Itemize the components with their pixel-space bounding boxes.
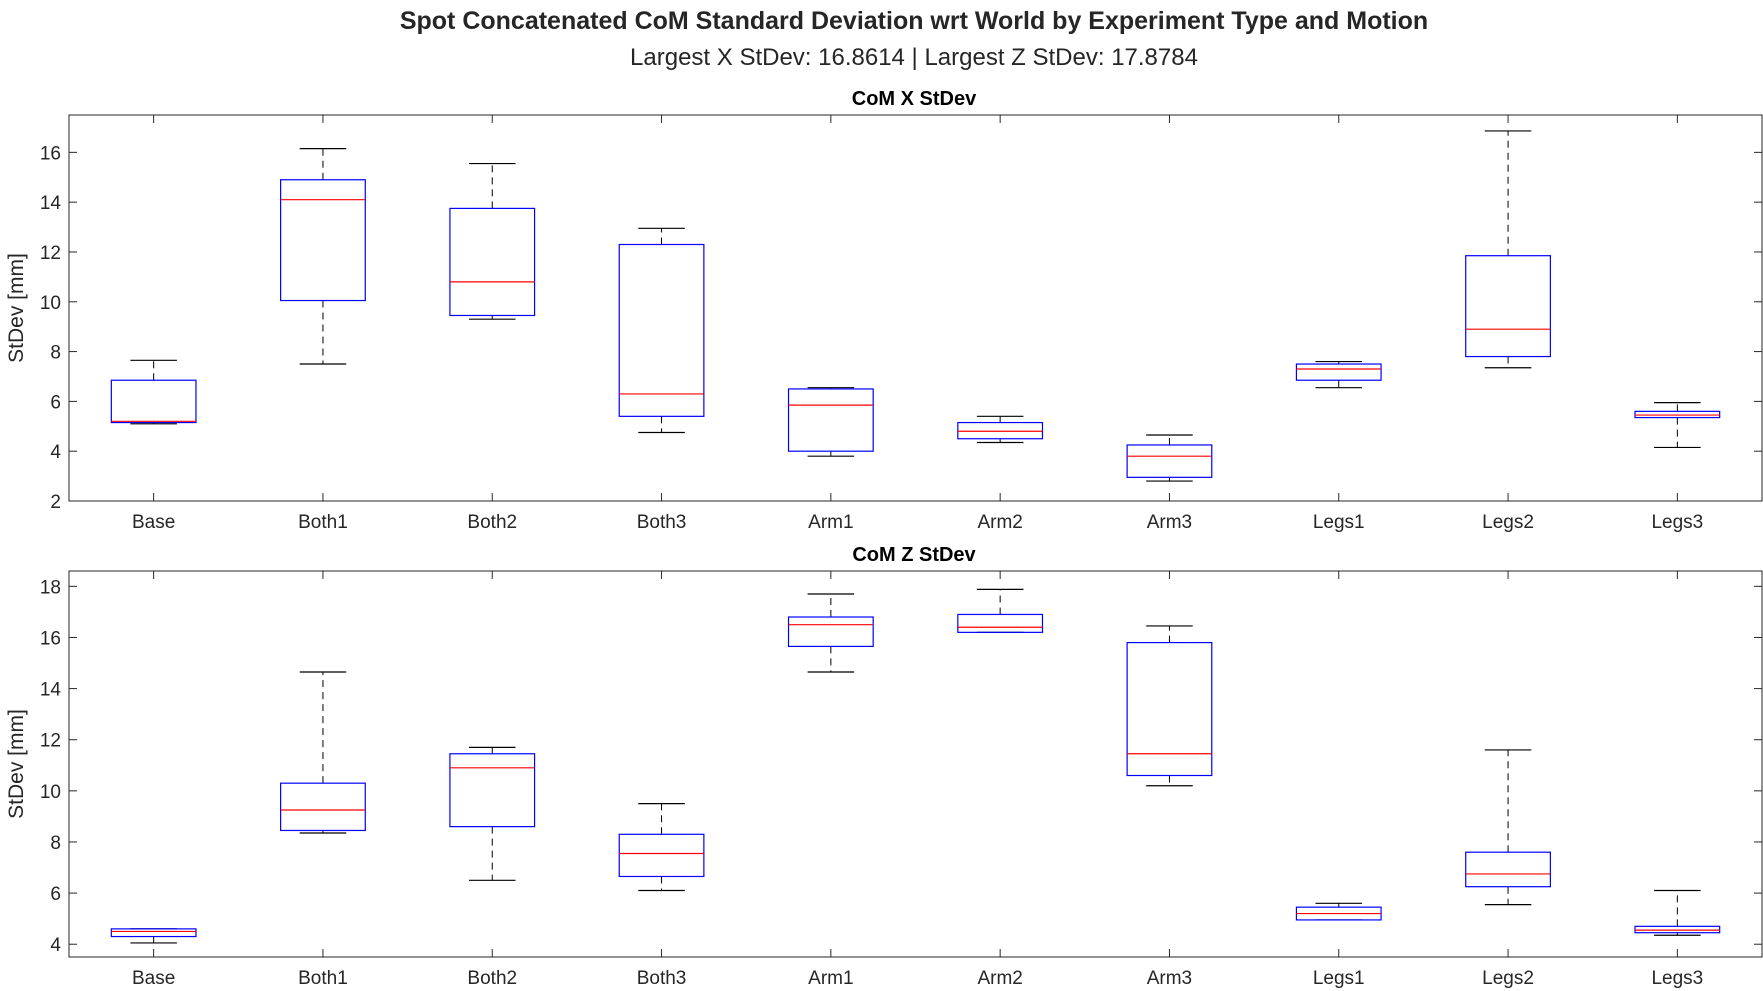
iqr-box <box>957 613 1044 633</box>
y-tick-label: 12 <box>40 731 61 752</box>
box-arm2 <box>957 415 1044 444</box>
box-both1 <box>280 671 366 834</box>
figure-subtitle: Largest X StDev: 16.8614 | Largest Z StD… <box>630 44 1198 71</box>
y-tick-label: 16 <box>40 143 61 164</box>
x-tick-label: Legs2 <box>1482 968 1534 989</box>
x-tick-label: Both2 <box>467 512 517 533</box>
x-tick-label: Arm2 <box>977 968 1022 989</box>
box-both2 <box>449 746 536 881</box>
iqr-box <box>1126 641 1213 777</box>
box-arm1 <box>787 387 874 457</box>
y-tick-label: 18 <box>40 577 61 598</box>
y-tick-label: 8 <box>50 343 61 364</box>
x-tick-label: Both1 <box>298 968 348 989</box>
box-both1 <box>280 148 366 365</box>
y-tick-label: 14 <box>40 680 62 701</box>
box-both2 <box>449 162 536 320</box>
com-z-stdev-panel: CoM Z StDev StDev [mm] 4 6 8 10 12 14 16 18 Base… <box>5 544 1763 989</box>
com-x-stdev-panel: CoM X StDev StDev [mm] 2 4 6 8 10 12 14 16 Base B… <box>5 88 1763 533</box>
x-tick-label: Legs2 <box>1482 512 1534 533</box>
y-axis-label: StDev [mm] <box>5 253 28 363</box>
iqr-box <box>110 928 197 938</box>
x-tick-label: Arm1 <box>808 968 853 989</box>
iqr-box <box>110 379 197 424</box>
iqr-box <box>449 753 536 828</box>
box-base <box>110 928 197 944</box>
x-tick-label: Legs3 <box>1651 968 1703 989</box>
plot-area <box>68 570 1763 958</box>
box-legs1 <box>1295 902 1382 921</box>
y-tick-label: 4 <box>50 442 61 463</box>
x-tick-label: Both1 <box>298 512 348 533</box>
x-tick-label: Arm2 <box>977 512 1022 533</box>
y-tick-label: 6 <box>50 884 61 905</box>
y-tick-label: 2 <box>50 492 61 513</box>
box-arm3 <box>1126 625 1213 787</box>
box-legs3 <box>1634 402 1721 449</box>
iqr-box <box>787 388 874 452</box>
box-arm2 <box>957 588 1044 633</box>
box-legs3 <box>1634 889 1721 936</box>
iqr-box <box>618 243 705 417</box>
box-legs2 <box>1465 749 1551 906</box>
panel-title: CoM X StDev <box>852 88 977 110</box>
x-tick-label: Legs3 <box>1651 512 1703 533</box>
x-tick-label: Legs1 <box>1313 512 1365 533</box>
iqr-box <box>280 179 366 302</box>
box-base <box>110 359 197 425</box>
iqr-box <box>449 207 536 317</box>
x-tick-label: Legs1 <box>1313 968 1365 989</box>
box-legs2 <box>1465 130 1551 369</box>
x-tick-label: Both3 <box>637 512 687 533</box>
x-tick-label: Base <box>132 968 175 989</box>
iqr-box <box>1634 410 1721 419</box>
box-arm3 <box>1126 434 1213 482</box>
x-tick-label: Both3 <box>637 968 687 989</box>
plot-area <box>68 114 1763 502</box>
y-tick-label: 8 <box>50 833 61 854</box>
panel-title: CoM Z StDev <box>852 544 976 566</box>
y-tick-label: 6 <box>50 392 61 413</box>
y-tick-label: 10 <box>40 293 61 314</box>
x-tick-label: Arm3 <box>1147 968 1192 989</box>
x-tick-label: Base <box>132 512 175 533</box>
box-legs1 <box>1295 360 1382 389</box>
y-tick-label: 16 <box>40 628 61 649</box>
iqr-box <box>618 833 705 878</box>
iqr-box <box>957 421 1044 440</box>
y-tick-label: 12 <box>40 243 61 264</box>
iqr-box <box>1465 255 1551 358</box>
box-both3 <box>618 227 705 434</box>
y-tick-label: 4 <box>50 935 61 956</box>
y-axis-label: StDev [mm] <box>5 709 28 819</box>
x-tick-label: Arm1 <box>808 512 853 533</box>
box-both3 <box>618 803 705 892</box>
x-tick-label: Arm3 <box>1147 512 1192 533</box>
figure-title: Spot Concatenated CoM Standard Deviation… <box>400 7 1428 35</box>
y-tick-label: 14 <box>40 193 62 214</box>
y-tick-label: 10 <box>40 782 61 803</box>
iqr-box <box>1295 363 1382 381</box>
iqr-box <box>280 782 366 832</box>
iqr-box <box>787 616 874 648</box>
iqr-box <box>1126 444 1213 478</box>
x-tick-label: Both2 <box>467 968 517 989</box>
iqr-box <box>1634 925 1721 934</box>
iqr-box <box>1465 851 1551 888</box>
box-arm1 <box>787 593 874 673</box>
